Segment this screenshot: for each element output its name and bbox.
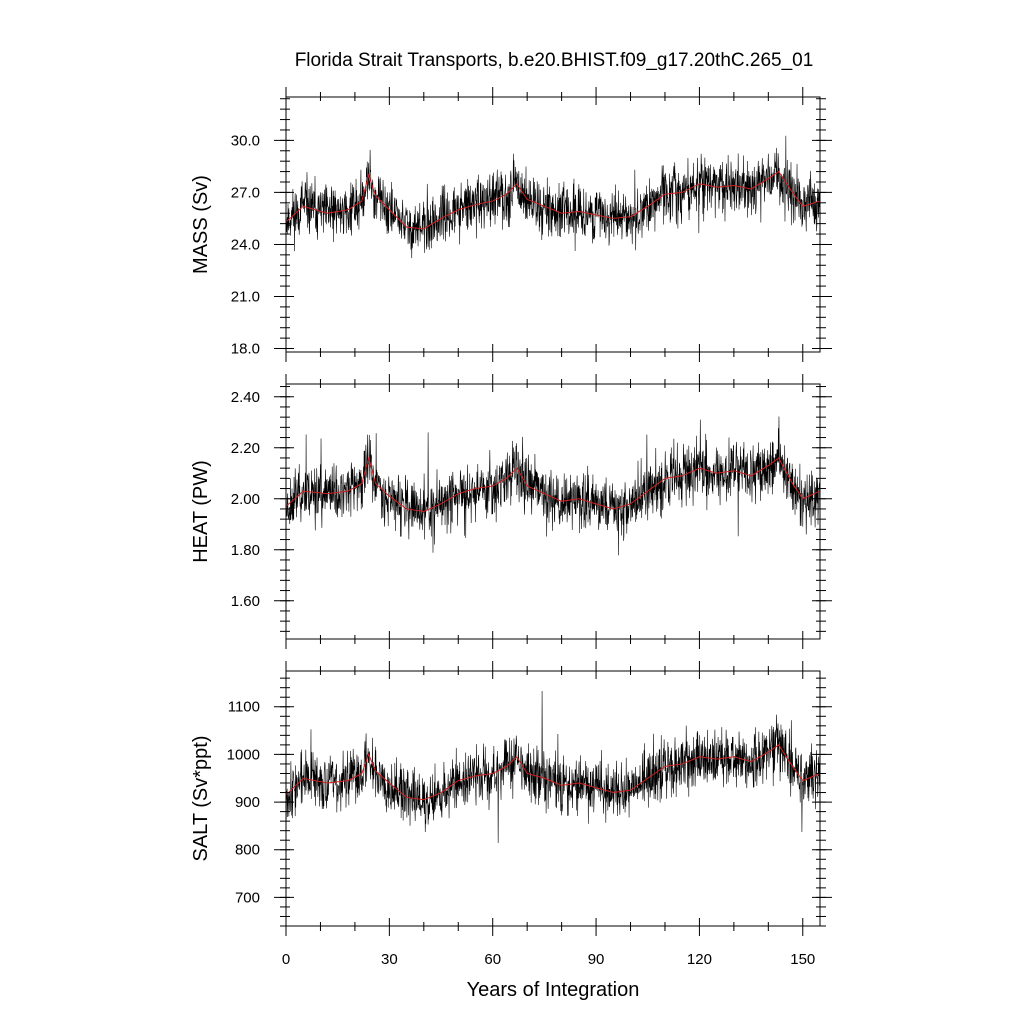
heat-smoothed-series [286, 456, 820, 513]
salt-x-tick-label: 150 [790, 951, 815, 968]
mass-smoothed-series [286, 170, 820, 230]
heat-y-tick-label: 1.60 [231, 593, 260, 610]
salt-x-tick-label: 90 [588, 951, 605, 968]
mass-raw-series [286, 135, 820, 259]
heat-y-axis-title: HEAT (PW) [190, 460, 212, 563]
mass-plot-frame [285, 96, 821, 353]
mass-y-tick-label: 30.0 [231, 132, 260, 149]
salt-x-tick-label: 60 [484, 951, 501, 968]
mass-y-tick-label: 27.0 [231, 184, 260, 201]
heat-y-tick-label: 2.20 [231, 440, 260, 457]
mass-y-tick-label: 18.0 [231, 341, 260, 358]
salt-raw-series [286, 691, 820, 844]
salt-y-tick-label: 700 [235, 889, 260, 906]
salt-y-tick-label: 1000 [227, 746, 260, 763]
heat-y-tick-label: 2.00 [231, 491, 260, 508]
heat-raw-series [286, 416, 820, 556]
heat-panel: 1.60 1.80 2.00 2.20 2.40 HEAT (PW) [190, 374, 832, 649]
salt-smoothed-series [286, 744, 820, 801]
heat-y-tick-label: 1.80 [231, 542, 260, 559]
salt-y-tick-label: 900 [235, 794, 260, 811]
mass-panel: 18.0 21.0 24.0 27.0 30.0 MASS (Sv) [190, 87, 832, 362]
x-axis-title: Years of Integration [467, 979, 640, 1001]
chart-title: Florida Strait Transports, b.e20.BHIST.f… [295, 50, 814, 71]
salt-x-tick-label: 120 [687, 951, 712, 968]
salt-x-tick-label: 30 [381, 951, 398, 968]
mass-y-tick-label: 21.0 [231, 288, 260, 305]
salt-y-tick-label: 800 [235, 842, 260, 859]
salt-plot-frame [285, 670, 821, 927]
salt-y-tick-label: 1100 [228, 699, 260, 716]
salt-y-axis-title: SALT (Sv*ppt) [190, 736, 212, 862]
mass-y-axis-title: MASS (Sv) [190, 175, 212, 274]
mass-y-tick-label: 24.0 [231, 236, 260, 253]
salt-x-tick-label: 0 [282, 951, 290, 968]
salt-panel: 700 800 900 1000 1100 0 30 60 90 120 150 SALT (Sv*p… [190, 661, 832, 968]
heat-plot-frame [285, 383, 821, 640]
heat-y-tick-label: 2.40 [231, 389, 260, 406]
